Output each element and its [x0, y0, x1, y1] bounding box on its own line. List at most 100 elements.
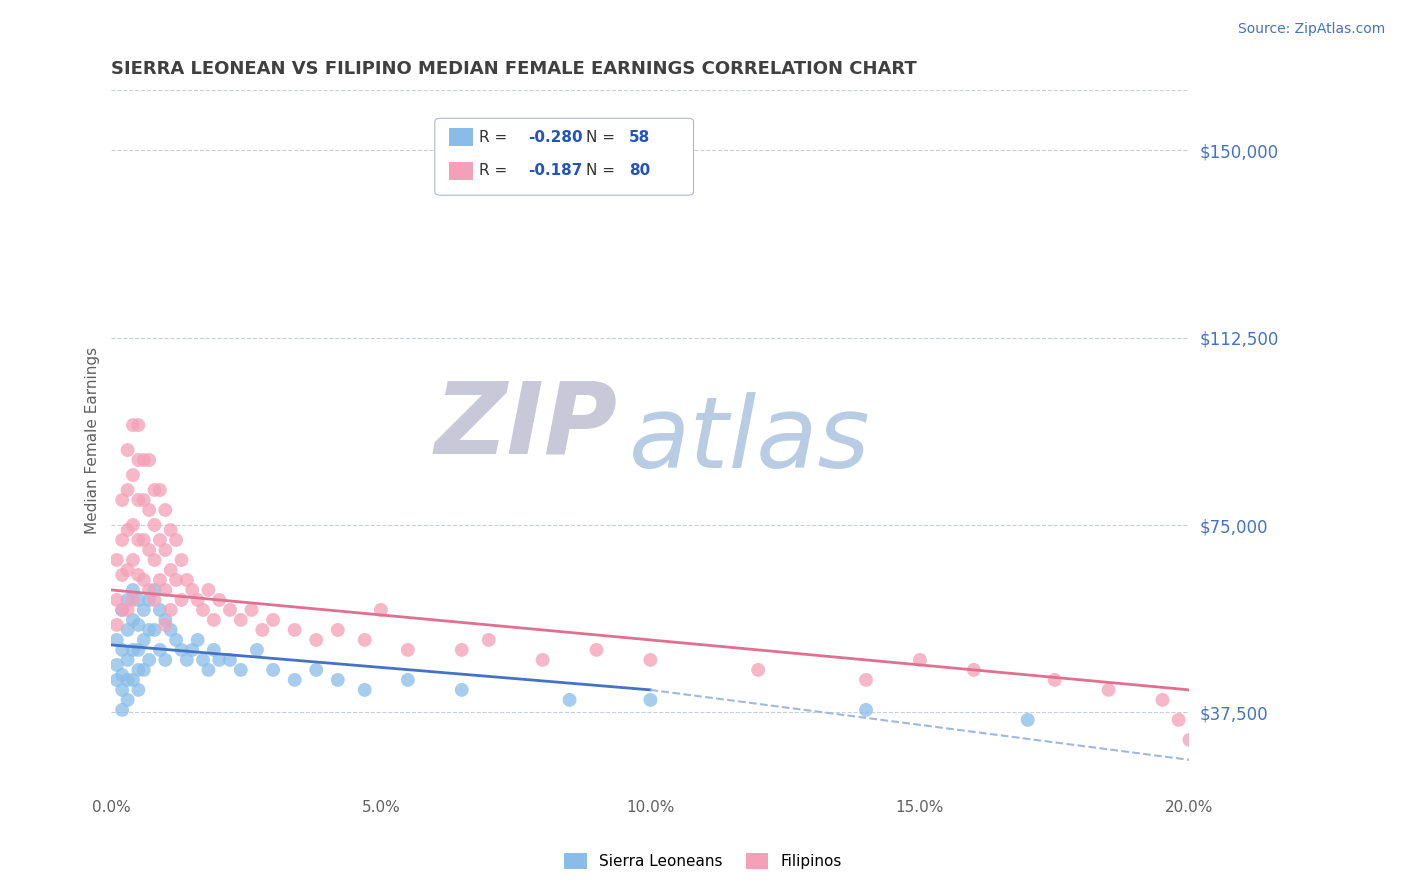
Point	[127, 533, 149, 547]
Point	[229, 613, 252, 627]
Point	[122, 518, 145, 533]
Point	[105, 673, 128, 687]
Point	[558, 693, 581, 707]
Point	[143, 593, 166, 607]
Point	[305, 632, 328, 647]
Point	[138, 582, 160, 597]
Point	[122, 553, 145, 567]
Point	[159, 563, 181, 577]
Point	[585, 643, 607, 657]
Point	[149, 573, 172, 587]
Point	[117, 623, 139, 637]
Point	[105, 657, 128, 672]
Point	[138, 653, 160, 667]
Point	[143, 623, 166, 637]
Text: N =: N =	[586, 163, 620, 178]
Point	[127, 418, 149, 433]
Point	[159, 603, 181, 617]
Point	[127, 663, 149, 677]
Point	[1043, 673, 1066, 687]
Y-axis label: Median Female Earnings: Median Female Earnings	[86, 346, 100, 533]
Point	[202, 613, 225, 627]
Point	[149, 533, 172, 547]
Point	[117, 603, 139, 617]
Point	[127, 593, 149, 607]
Point	[105, 593, 128, 607]
Point	[155, 503, 177, 517]
Point	[117, 523, 139, 537]
Point	[170, 593, 193, 607]
Point	[370, 603, 392, 617]
Text: SIERRA LEONEAN VS FILIPINO MEDIAN FEMALE EARNINGS CORRELATION CHART: SIERRA LEONEAN VS FILIPINO MEDIAN FEMALE…	[111, 60, 917, 78]
Point	[127, 568, 149, 582]
Point	[105, 553, 128, 567]
Text: 80: 80	[628, 163, 650, 178]
Point	[149, 643, 172, 657]
Point	[450, 643, 472, 657]
Point	[132, 453, 155, 467]
Point	[127, 453, 149, 467]
Point	[122, 673, 145, 687]
Point	[908, 653, 931, 667]
Point	[122, 593, 145, 607]
Point	[149, 483, 172, 497]
Point	[117, 693, 139, 707]
Point	[202, 643, 225, 657]
Point	[127, 643, 149, 657]
Point	[197, 582, 219, 597]
Point	[1097, 682, 1119, 697]
Point	[143, 483, 166, 497]
Point	[181, 643, 204, 657]
Point	[478, 632, 501, 647]
Point	[262, 613, 284, 627]
Legend: Sierra Leoneans, Filipinos: Sierra Leoneans, Filipinos	[558, 847, 848, 875]
Text: Source: ZipAtlas.com: Source: ZipAtlas.com	[1237, 22, 1385, 37]
Point	[122, 613, 145, 627]
Point	[138, 453, 160, 467]
Point	[1017, 713, 1039, 727]
Point	[252, 623, 274, 637]
Point	[176, 573, 198, 587]
Point	[155, 543, 177, 558]
Point	[191, 603, 214, 617]
Point	[219, 653, 242, 667]
Text: 58: 58	[628, 129, 650, 145]
Point	[246, 643, 269, 657]
Point	[111, 533, 134, 547]
Point	[1152, 693, 1174, 707]
Point	[165, 632, 187, 647]
Point	[159, 523, 181, 537]
Point	[105, 632, 128, 647]
Point	[117, 593, 139, 607]
Point	[155, 613, 177, 627]
Point	[111, 682, 134, 697]
Point	[132, 632, 155, 647]
Point	[531, 653, 554, 667]
Point	[117, 673, 139, 687]
Point	[855, 673, 877, 687]
Point	[117, 443, 139, 458]
Point	[353, 632, 375, 647]
Text: N =: N =	[586, 129, 620, 145]
Point	[208, 593, 231, 607]
Point	[176, 653, 198, 667]
Point	[747, 663, 769, 677]
Point	[132, 533, 155, 547]
Point	[138, 503, 160, 517]
Point	[138, 623, 160, 637]
Point	[111, 643, 134, 657]
Point	[117, 563, 139, 577]
Point	[159, 623, 181, 637]
Point	[143, 582, 166, 597]
FancyBboxPatch shape	[434, 119, 693, 195]
Point	[155, 582, 177, 597]
Text: ZIP: ZIP	[434, 377, 619, 475]
Point	[122, 643, 145, 657]
Point	[187, 593, 209, 607]
Point	[127, 682, 149, 697]
Point	[111, 568, 134, 582]
Point	[143, 518, 166, 533]
Point	[132, 663, 155, 677]
Point	[219, 603, 242, 617]
Point	[640, 693, 662, 707]
